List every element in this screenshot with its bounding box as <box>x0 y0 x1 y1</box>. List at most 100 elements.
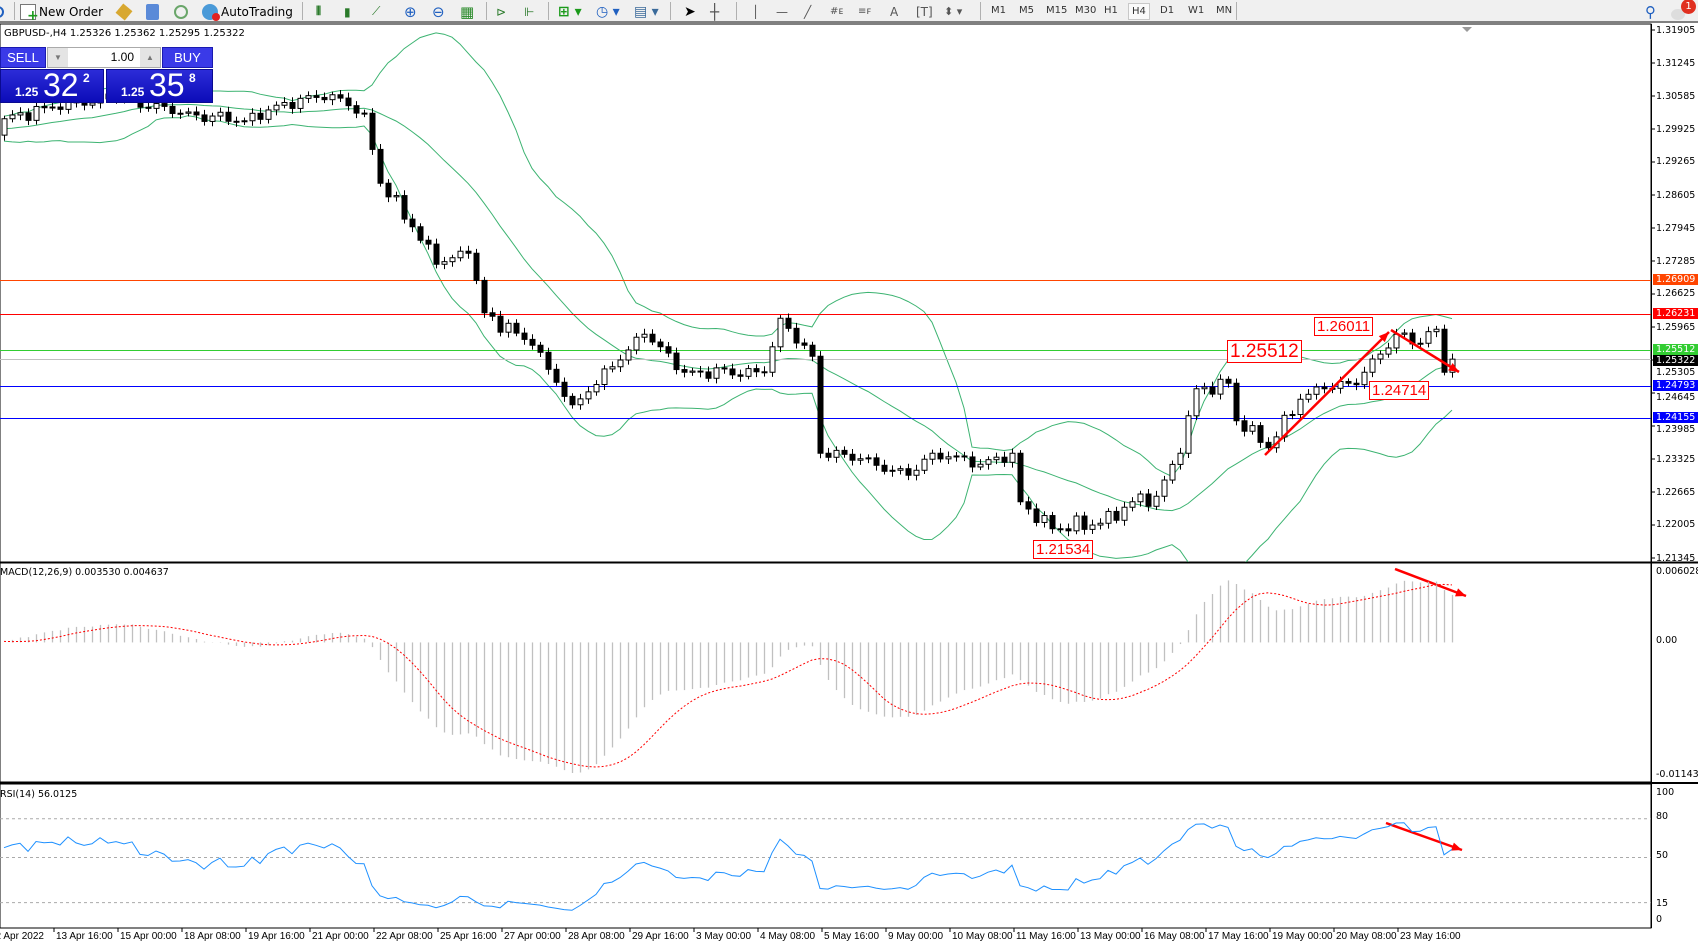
bull-candle <box>457 250 464 259</box>
period-d1[interactable]: D1 <box>1160 5 1175 16</box>
bull-candle <box>1153 495 1160 507</box>
fibonacci-grid-icon[interactable]: ≡ꜰ <box>858 6 872 17</box>
horizontal-line-icon[interactable]: — <box>776 4 788 19</box>
autotrading-button[interactable]: AutoTrading <box>202 2 293 21</box>
indicators-icon[interactable]: ⊞ ▾ <box>558 3 582 20</box>
lot-input[interactable]: 1.00 <box>110 50 134 64</box>
rsi-axis-label: 100 <box>1656 787 1675 798</box>
bear-candle <box>385 182 392 198</box>
bar-chart-icon[interactable]: ⫴ <box>316 4 322 18</box>
period-mn[interactable]: MN <box>1216 5 1233 16</box>
trend-arrow-up-head <box>1378 332 1389 343</box>
templates-icon[interactable]: ▤ ▾ <box>634 3 659 20</box>
bull-candle <box>393 195 400 198</box>
annotation-label[interactable]: 1.26011 <box>1314 317 1374 336</box>
zoom-out-icon[interactable]: ⊖ <box>432 2 445 21</box>
toolbar-separator <box>302 2 303 20</box>
bear-candle <box>25 112 32 121</box>
time-axis-label: 9 May 00:00 <box>888 931 944 942</box>
bear-candle <box>905 468 912 476</box>
bull-candle <box>305 95 312 99</box>
bull-candle <box>617 359 624 368</box>
period-h1[interactable]: H1 <box>1104 5 1118 16</box>
rsi-axis-label: 15 <box>1656 898 1669 909</box>
bear-candle <box>729 368 736 376</box>
time-axis-label: 13 Apr 16:00 <box>56 931 113 942</box>
crosshair-icon[interactable]: ┼ <box>710 2 720 21</box>
bull-candle <box>1073 515 1080 532</box>
sell-price-button[interactable]: 1.25 32 2 <box>0 67 104 103</box>
bear-candle <box>409 218 416 228</box>
period-h4[interactable]: H4 <box>1128 3 1150 20</box>
autotrading-label: AutoTrading <box>221 4 293 19</box>
lot-decrease-button[interactable]: ▼ <box>48 48 68 67</box>
vertical-line-icon[interactable]: │ <box>752 4 760 19</box>
arrows-icon[interactable]: ⬍ ▾ <box>944 5 963 18</box>
period-m1[interactable]: M1 <box>991 5 1006 16</box>
chart-shift-icon[interactable]: ⊩ <box>524 4 535 19</box>
bear-candle <box>337 94 344 99</box>
bull-candle <box>593 384 600 393</box>
bear-candle <box>1049 515 1056 530</box>
bull-candle <box>1425 331 1432 344</box>
bear-candle <box>761 371 768 374</box>
bull-candle <box>1401 332 1408 335</box>
rsi-header: RSI(14) 56.0125 <box>0 789 78 800</box>
bull-candle <box>249 112 256 122</box>
price-level-label: 1.25322 <box>1653 355 1698 366</box>
zoom-in-icon[interactable]: ⊕ <box>404 2 417 21</box>
bear-candle <box>233 120 240 123</box>
line-chart-icon[interactable]: ⟋ <box>372 4 381 18</box>
rsi-axis-label: 50 <box>1656 850 1669 861</box>
text-icon[interactable]: A <box>890 4 899 19</box>
new-order-button[interactable]: + New Order <box>20 2 103 23</box>
bull-candle <box>689 370 696 373</box>
price-axis-label: 1.25965 <box>1656 322 1696 333</box>
bear-candle <box>473 252 480 281</box>
bull-candle <box>1137 493 1144 503</box>
period-m15[interactable]: M15 <box>1046 5 1068 16</box>
annotation-label[interactable]: 1.21534 <box>1033 540 1094 559</box>
cursor-icon[interactable]: ➤ <box>684 3 696 20</box>
chart-shift-marker <box>1462 27 1472 32</box>
sell-button[interactable]: SELL <box>0 47 46 68</box>
fibonacci-icon[interactable]: #ᴇ <box>830 6 844 17</box>
period-w1[interactable]: W1 <box>1188 5 1205 16</box>
toolbar-separator <box>736 2 737 20</box>
text-label-icon[interactable]: [T] <box>916 4 933 19</box>
notifications-button[interactable]: 1 <box>1671 0 1696 21</box>
period-m30[interactable]: M30 <box>1075 5 1097 16</box>
tile-windows-icon[interactable]: ▦ <box>460 2 475 21</box>
annotation-label[interactable]: 1.25512 <box>1227 340 1302 363</box>
bull-candle <box>1377 353 1384 360</box>
lot-stepper[interactable]: ▼ 1.00 ▲ <box>47 47 161 68</box>
bull-candle <box>1105 510 1112 524</box>
buy-button[interactable]: BUY <box>162 47 213 68</box>
periods-icon[interactable]: ◷ ▾ <box>596 3 620 20</box>
auto-scroll-icon[interactable]: ⊳ <box>496 4 507 19</box>
candlestick-icon[interactable]: ▮ <box>344 4 351 19</box>
search-icon[interactable]: ⚲ <box>1645 2 1656 21</box>
bull-candle <box>913 469 920 476</box>
navigator-button[interactable] <box>146 2 162 21</box>
bull-candle <box>641 333 648 338</box>
signals-button[interactable] <box>174 2 191 21</box>
annotation-label[interactable]: 1.24714 <box>1369 381 1430 400</box>
bull-candle <box>1177 452 1184 465</box>
bull-candle <box>89 102 96 106</box>
trendline-icon[interactable]: ╱ <box>804 4 812 19</box>
bull-candle <box>857 458 864 461</box>
macd-divergence-arrow-head <box>1455 588 1466 597</box>
search-icon[interactable] <box>0 2 7 21</box>
price-level-label: 1.24793 <box>1653 380 1698 391</box>
notification-badge: 1 <box>1681 0 1696 14</box>
period-m5[interactable]: M5 <box>1019 5 1034 16</box>
buy-price-button[interactable]: 1.25 35 8 <box>106 67 213 103</box>
lot-increase-button[interactable]: ▲ <box>140 48 160 67</box>
sell-price-sup: 2 <box>83 71 90 85</box>
time-axis-label: 23 May 16:00 <box>1400 931 1461 942</box>
rsi-line <box>3 822 1453 911</box>
bull-candle <box>1169 463 1176 481</box>
bull-candle <box>769 346 776 373</box>
